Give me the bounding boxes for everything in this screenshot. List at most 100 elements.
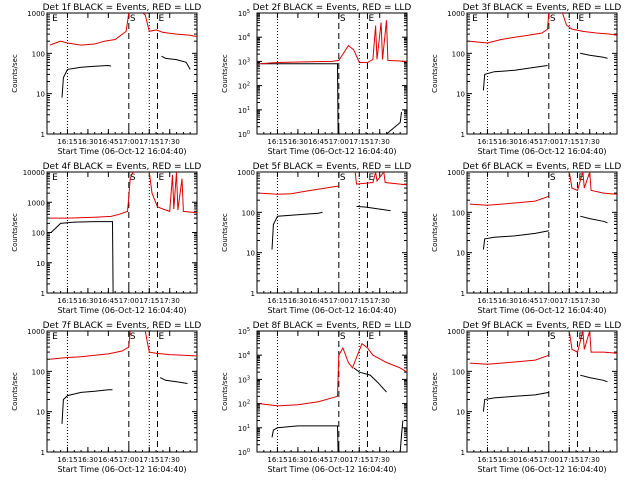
marker-label: S bbox=[550, 173, 556, 183]
x-tick-label: 17:30 bbox=[580, 456, 600, 464]
x-tick-label: 17:30 bbox=[580, 138, 600, 146]
marker-label: E bbox=[368, 14, 374, 24]
marker-label: S bbox=[340, 14, 346, 24]
x-tick-label: 17:00 bbox=[329, 297, 349, 305]
black-events-series bbox=[271, 425, 339, 453]
y-tick-label: 1000 bbox=[237, 169, 255, 177]
black-events-series bbox=[50, 221, 114, 294]
black-events-series bbox=[482, 65, 548, 91]
x-tick-label: 16:15 bbox=[57, 297, 77, 305]
y-tick-label: 10 bbox=[36, 91, 45, 99]
y-axis-label: Counts/sec bbox=[221, 372, 229, 411]
marker-label: S bbox=[130, 173, 136, 183]
plot-frame bbox=[256, 171, 408, 294]
red-lld-series bbox=[49, 330, 131, 360]
y-tick-label: 10 bbox=[36, 260, 45, 268]
y-tick-label: 101 bbox=[238, 424, 250, 433]
y-tick-label: 1000 bbox=[447, 10, 465, 18]
red-lld-series bbox=[259, 342, 408, 407]
black-events-series bbox=[482, 230, 549, 250]
x-tick-label: 16:30 bbox=[288, 297, 308, 305]
red-lld-series bbox=[259, 185, 339, 195]
x-tick-label: 17:15 bbox=[139, 297, 159, 305]
x-tick-label: 16:15 bbox=[267, 138, 287, 146]
x-tick-label: 16:15 bbox=[267, 297, 287, 305]
marker-label: S bbox=[340, 173, 346, 183]
marker-label: E bbox=[578, 14, 584, 24]
y-tick-label: 100 bbox=[32, 230, 45, 238]
y-tick-label: 105 bbox=[238, 327, 250, 336]
x-tick-label: 16:15 bbox=[477, 456, 497, 464]
marker-label: E bbox=[52, 332, 58, 342]
y-tick-label: 1 bbox=[41, 449, 45, 457]
x-tick-label: 17:30 bbox=[160, 456, 180, 464]
x-tick-label: 17:15 bbox=[349, 456, 369, 464]
x-tick-label: 17:30 bbox=[580, 297, 600, 305]
panel-title: Det 1f BLACK = Events, RED = LLD bbox=[43, 3, 202, 13]
y-tick-label: 104 bbox=[238, 351, 250, 360]
panel-title: Det 4f BLACK = Events, RED = LLD bbox=[43, 162, 202, 172]
red-lld-series bbox=[144, 330, 198, 357]
panel-title: Det 7f BLACK = Events, RED = LLD bbox=[43, 321, 202, 331]
panel-title: Det 9f BLACK = Events, RED = LLD bbox=[463, 321, 622, 331]
x-tick-label: 17:30 bbox=[370, 297, 390, 305]
y-tick-label: 10 bbox=[246, 250, 255, 258]
y-tick-label: 103 bbox=[238, 57, 250, 66]
x-axis-label: Start Time (06-Oct-12 16:04:40) bbox=[267, 147, 396, 156]
marker-label: S bbox=[130, 14, 136, 24]
y-axis-label: Counts/sec bbox=[221, 54, 229, 93]
black-events-series bbox=[353, 367, 387, 393]
marker-label: S bbox=[130, 332, 136, 342]
y-axis-label: Counts/sec bbox=[11, 213, 19, 252]
red-lld-series bbox=[49, 171, 134, 219]
black-events-series bbox=[261, 63, 339, 135]
x-tick-label: 16:45 bbox=[518, 138, 538, 146]
x-tick-label: 17:30 bbox=[160, 297, 180, 305]
marker-label: S bbox=[340, 332, 346, 342]
y-tick-label: 10000 bbox=[23, 169, 45, 177]
y-tick-label: 100 bbox=[238, 448, 250, 457]
y-tick-label: 1000 bbox=[27, 199, 45, 207]
x-tick-label: 17:00 bbox=[539, 138, 559, 146]
x-tick-label: 16:30 bbox=[288, 456, 308, 464]
marker-label: E bbox=[52, 14, 58, 24]
black-events-series bbox=[580, 52, 608, 59]
y-tick-label: 104 bbox=[238, 33, 250, 42]
x-tick-label: 16:30 bbox=[78, 456, 98, 464]
x-tick-label: 16:30 bbox=[288, 138, 308, 146]
red-lld-series bbox=[562, 12, 618, 36]
x-tick-label: 16:15 bbox=[477, 138, 497, 146]
x-tick-label: 16:15 bbox=[477, 297, 497, 305]
x-axis-label: Start Time (06-Oct-12 16:04:40) bbox=[477, 306, 606, 315]
marker-label: E bbox=[158, 14, 164, 24]
y-tick-label: 100 bbox=[452, 50, 465, 58]
x-axis-label: Start Time (06-Oct-12 16:04:40) bbox=[477, 147, 606, 156]
y-tick-label: 105 bbox=[238, 9, 250, 18]
marker-label: E bbox=[368, 332, 374, 342]
y-axis-label: Counts/sec bbox=[431, 372, 439, 411]
x-tick-label: 16:15 bbox=[267, 456, 287, 464]
black-events-series bbox=[399, 420, 404, 453]
panel-title: Det 5f BLACK = Events, RED = LLD bbox=[253, 162, 412, 172]
x-axis-label: Start Time (06-Oct-12 16:04:40) bbox=[57, 147, 186, 156]
x-tick-label: 16:30 bbox=[78, 297, 98, 305]
x-tick-label: 17:00 bbox=[539, 297, 559, 305]
y-tick-label: 1000 bbox=[27, 10, 45, 18]
x-tick-label: 17:15 bbox=[559, 138, 579, 146]
x-tick-label: 16:45 bbox=[518, 297, 538, 305]
plot-frame bbox=[256, 12, 408, 135]
x-tick-label: 17:30 bbox=[370, 138, 390, 146]
panel-title: Det 8f BLACK = Events, RED = LLD bbox=[253, 321, 412, 331]
black-events-series bbox=[161, 55, 191, 70]
y-tick-label: 103 bbox=[238, 375, 250, 384]
red-lld-series bbox=[142, 12, 198, 38]
red-lld-series bbox=[469, 195, 549, 206]
marker-label: E bbox=[158, 173, 164, 183]
plot-frame bbox=[46, 171, 198, 294]
x-tick-label: 16:30 bbox=[498, 138, 518, 146]
y-tick-label: 1 bbox=[461, 131, 465, 139]
panel-title: Det 2f BLACK = Events, RED = LLD bbox=[253, 3, 412, 13]
x-axis-label: Start Time (06-Oct-12 16:04:40) bbox=[57, 306, 186, 315]
